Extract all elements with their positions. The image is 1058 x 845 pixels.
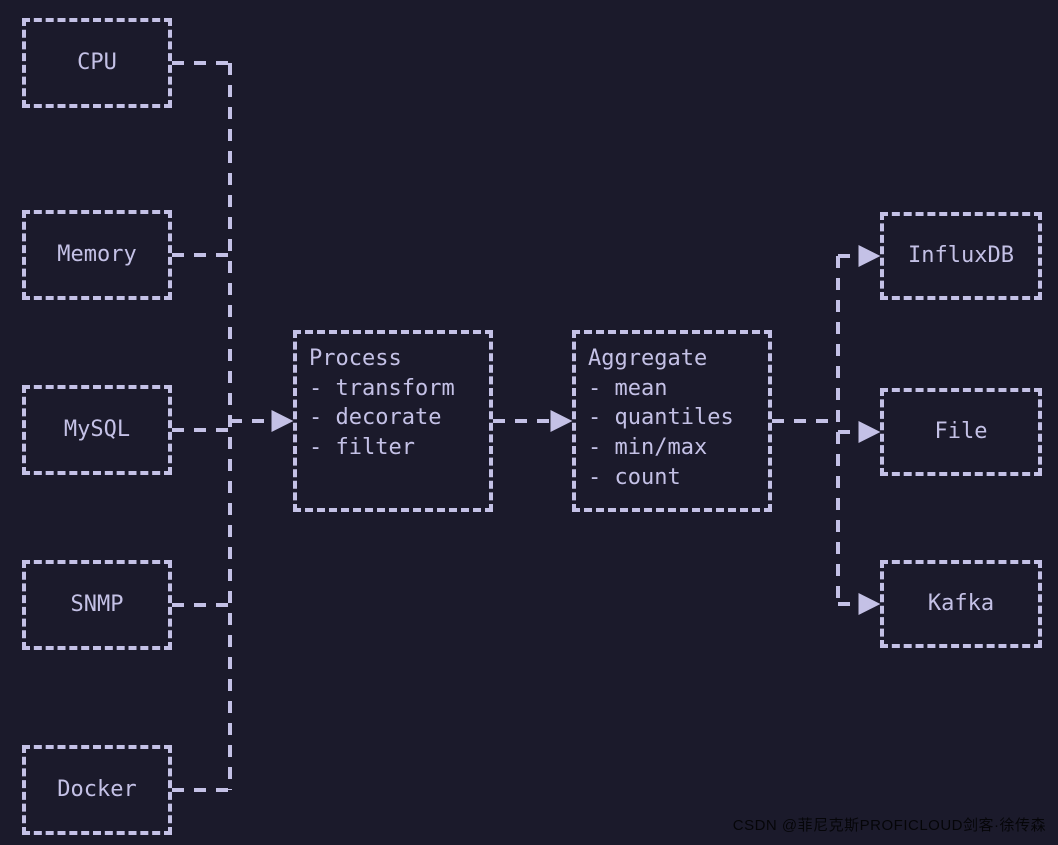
node-docker-label: Docker <box>57 775 136 805</box>
node-cpu-label: CPU <box>77 48 117 78</box>
node-aggregate-item-1: - quantiles <box>588 403 734 433</box>
node-file-label: File <box>935 417 988 447</box>
node-process: Process- transform- decorate- filter <box>293 330 493 512</box>
node-snmp-label: SNMP <box>71 590 124 620</box>
node-influxdb: InfluxDB <box>880 212 1042 300</box>
watermark-text: CSDN @菲尼克斯PROFICLOUD剑客·徐传森 <box>733 814 1046 835</box>
node-mysql-label: MySQL <box>64 415 130 445</box>
node-memory-label: Memory <box>57 240 136 270</box>
node-memory: Memory <box>22 210 172 300</box>
node-process-item-0: - transform <box>309 374 455 404</box>
node-aggregate-label: Aggregate <box>588 344 707 374</box>
node-influxdb-label: InfluxDB <box>908 241 1014 271</box>
node-aggregate-item-2: - min/max <box>588 433 707 463</box>
node-aggregate-item-0: - mean <box>588 374 667 404</box>
node-process-label: Process <box>309 344 402 374</box>
node-cpu: CPU <box>22 18 172 108</box>
node-aggregate-item-3: - count <box>588 463 681 493</box>
diagram-canvas: CSDN @菲尼克斯PROFICLOUD剑客·徐传森 CPU Memory MySQ… <box>0 0 1058 845</box>
node-snmp: SNMP <box>22 560 172 650</box>
node-process-item-1: - decorate <box>309 403 441 433</box>
node-file: File <box>880 388 1042 476</box>
node-process-item-2: - filter <box>309 433 415 463</box>
node-aggregate: Aggregate- mean- quantiles- min/max- cou… <box>572 330 772 512</box>
node-mysql: MySQL <box>22 385 172 475</box>
node-docker: Docker <box>22 745 172 835</box>
node-kafka-label: Kafka <box>928 589 994 619</box>
node-kafka: Kafka <box>880 560 1042 648</box>
